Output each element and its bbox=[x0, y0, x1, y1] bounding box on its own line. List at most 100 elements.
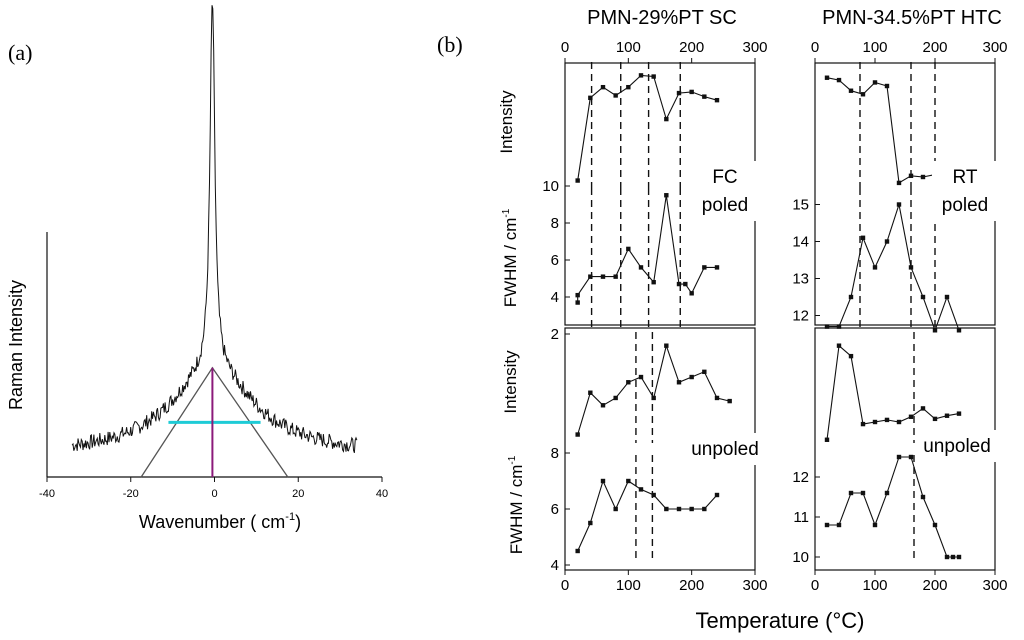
data-point bbox=[626, 478, 631, 484]
data-point bbox=[920, 494, 926, 500]
data-point bbox=[588, 520, 593, 526]
data-point bbox=[860, 490, 866, 496]
series-line bbox=[577, 343, 730, 435]
data-point bbox=[714, 395, 720, 401]
top-x-tick-label: 300 bbox=[982, 39, 1007, 56]
data-point bbox=[714, 97, 720, 103]
annotation-label: poled bbox=[702, 195, 749, 216]
series-line bbox=[577, 479, 718, 552]
y-tick-label: 11 bbox=[793, 509, 809, 526]
data-point bbox=[676, 90, 682, 96]
intensity-ylabel-bottom: Intensity bbox=[501, 350, 520, 414]
data-point bbox=[944, 554, 950, 560]
top-x-tick-label: 0 bbox=[561, 39, 569, 56]
data-point bbox=[588, 274, 593, 279]
data-point bbox=[824, 437, 830, 442]
bottom-x-tick-label: 0 bbox=[811, 577, 819, 594]
data-point bbox=[872, 522, 878, 528]
top-x-tick-label: 200 bbox=[679, 39, 704, 56]
data-point bbox=[872, 265, 878, 270]
data-point bbox=[920, 406, 926, 411]
annotation-label: RT bbox=[953, 167, 978, 188]
data-point bbox=[836, 77, 842, 83]
data-point bbox=[689, 506, 694, 512]
data-point bbox=[944, 294, 950, 300]
annotation-bg bbox=[918, 430, 996, 462]
annotation-label: FC bbox=[712, 167, 737, 188]
raman-x-tick-label: 20 bbox=[292, 488, 304, 500]
annotation-bg bbox=[692, 161, 758, 221]
data-point bbox=[860, 421, 866, 427]
top-x-tick-label: 100 bbox=[862, 39, 887, 56]
data-point bbox=[651, 280, 656, 285]
data-point bbox=[714, 265, 720, 270]
raman-x-tick-label: 40 bbox=[376, 488, 388, 500]
data-point bbox=[575, 292, 580, 298]
data-point bbox=[896, 202, 902, 207]
shared-xlabel: Temperature (°C) bbox=[696, 608, 865, 633]
data-point bbox=[908, 173, 914, 179]
data-point bbox=[824, 522, 830, 528]
annotation-bg bbox=[686, 433, 764, 465]
temperature-panels: 0 100 200 300 0 100 200 300 0 100 200 300 0 100 200 300… bbox=[542, 39, 1007, 594]
series-line bbox=[827, 456, 959, 558]
data-point bbox=[836, 343, 842, 348]
data-point bbox=[848, 294, 854, 300]
raman-x-tick-label: -40 bbox=[39, 488, 55, 500]
raman-ylabel: Raman Intensity bbox=[6, 280, 26, 410]
data-point bbox=[727, 398, 732, 404]
data-point bbox=[575, 300, 580, 305]
data-point bbox=[896, 180, 902, 186]
data-point bbox=[884, 417, 890, 423]
data-point bbox=[848, 88, 854, 93]
bottom-x-tick-label: 100 bbox=[862, 577, 887, 594]
data-point bbox=[626, 246, 631, 252]
data-point bbox=[824, 324, 830, 329]
bottom-x-tick-label: 300 bbox=[742, 577, 767, 594]
data-point bbox=[651, 492, 656, 498]
bottom-x-tick-label: 100 bbox=[616, 577, 641, 594]
data-point bbox=[664, 193, 669, 198]
annotation-label: unpoled bbox=[691, 439, 759, 460]
data-point bbox=[613, 93, 618, 98]
y-tick-label: 13 bbox=[792, 271, 809, 288]
data-point bbox=[613, 274, 618, 279]
data-point bbox=[613, 395, 618, 401]
data-point bbox=[575, 178, 580, 183]
data-point bbox=[932, 416, 938, 422]
data-point bbox=[638, 374, 644, 380]
data-point bbox=[600, 403, 606, 408]
data-point bbox=[848, 353, 854, 359]
data-point bbox=[600, 478, 606, 484]
data-point bbox=[676, 281, 682, 287]
data-point bbox=[588, 95, 593, 101]
fwhm-ylabel-top: FWHM / cm-1 bbox=[501, 208, 520, 307]
data-point bbox=[932, 328, 938, 333]
data-point bbox=[626, 380, 631, 385]
bottom-x-tick-label: 200 bbox=[679, 577, 704, 594]
top-x-tick-label: 0 bbox=[811, 39, 819, 56]
data-point bbox=[908, 454, 914, 460]
data-point bbox=[920, 174, 926, 180]
data-point bbox=[689, 291, 694, 296]
top-x-tick-label: 300 bbox=[742, 39, 767, 56]
data-point bbox=[848, 490, 854, 496]
data-point bbox=[638, 73, 644, 78]
intensity-ylabel-top: Intensity bbox=[497, 90, 516, 154]
data-point bbox=[896, 454, 902, 460]
data-point bbox=[896, 419, 902, 425]
data-point bbox=[600, 274, 606, 279]
y-tick-label: 4 bbox=[551, 289, 559, 306]
data-point bbox=[689, 89, 694, 95]
y-tick-label: 15 bbox=[792, 197, 809, 214]
data-point bbox=[638, 265, 644, 270]
data-point bbox=[676, 380, 682, 385]
data-point bbox=[600, 84, 606, 90]
data-point bbox=[664, 116, 669, 122]
y-tick-label: 4 bbox=[551, 557, 559, 574]
panel-label-b: (b) bbox=[437, 32, 463, 57]
y-tick-label: 2 bbox=[551, 326, 559, 343]
series-line bbox=[826, 344, 960, 440]
data-point bbox=[920, 294, 926, 300]
column-title-pmn345: PMN-34.5%PT HTC bbox=[822, 7, 1002, 29]
